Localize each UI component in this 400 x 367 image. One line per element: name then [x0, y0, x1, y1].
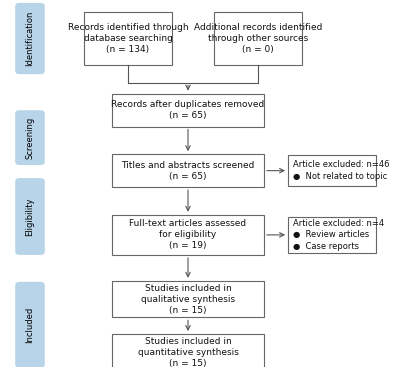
FancyBboxPatch shape — [84, 12, 172, 65]
FancyBboxPatch shape — [214, 12, 302, 65]
Text: Included: Included — [26, 307, 34, 343]
FancyBboxPatch shape — [288, 155, 376, 186]
FancyBboxPatch shape — [16, 111, 44, 164]
Text: Eligibility: Eligibility — [26, 197, 34, 236]
FancyBboxPatch shape — [112, 334, 264, 367]
Text: Records identified through
database searching
(n = 134): Records identified through database sear… — [68, 23, 188, 54]
FancyBboxPatch shape — [112, 154, 264, 187]
Text: Additional records identified
through other sources
(n = 0): Additional records identified through ot… — [194, 23, 322, 54]
FancyBboxPatch shape — [112, 215, 264, 255]
Text: Screening: Screening — [26, 116, 34, 159]
Text: Titles and abstracts screened
(n = 65): Titles and abstracts screened (n = 65) — [121, 161, 255, 181]
Text: Article excluded: n=46
●  Not related to topic: Article excluded: n=46 ● Not related to … — [293, 160, 389, 181]
Text: Studies included in
quantitative synthesis
(n = 15): Studies included in quantitative synthes… — [138, 337, 238, 367]
Text: Article excluded: n=4
●  Review articles
●  Case reports: Article excluded: n=4 ● Review articles … — [293, 219, 384, 251]
FancyBboxPatch shape — [112, 94, 264, 127]
FancyBboxPatch shape — [16, 283, 44, 367]
Text: Studies included in
qualitative synthesis
(n = 15): Studies included in qualitative synthesi… — [141, 283, 235, 315]
Text: Identification: Identification — [26, 11, 34, 66]
FancyBboxPatch shape — [288, 217, 376, 253]
FancyBboxPatch shape — [16, 4, 44, 74]
FancyBboxPatch shape — [16, 179, 44, 254]
FancyBboxPatch shape — [112, 281, 264, 317]
Text: Records after duplicates removed
(n = 65): Records after duplicates removed (n = 65… — [111, 100, 265, 120]
Text: Full-text articles assessed
for eligibility
(n = 19): Full-text articles assessed for eligibil… — [130, 219, 246, 251]
